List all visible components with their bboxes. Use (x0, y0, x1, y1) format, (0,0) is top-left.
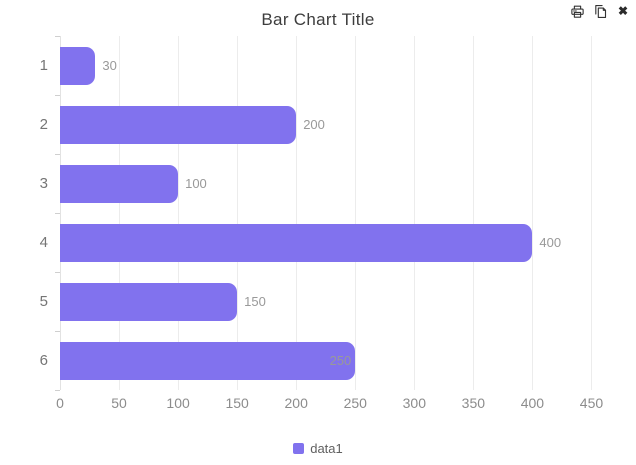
chart-toolbar: ✖ (569, 3, 631, 19)
x-axis-tick-label: 400 (520, 395, 545, 411)
gridline (591, 36, 593, 390)
y-axis-category-label: 2 (39, 115, 48, 133)
gridline (237, 36, 239, 390)
gridline (532, 36, 534, 390)
close-icon: ✖ (617, 4, 629, 18)
bar-4[interactable] (60, 223, 533, 262)
gridline (414, 36, 416, 390)
gridline (355, 36, 357, 390)
legend-item-label: data1 (310, 441, 343, 456)
bar-value-label: 250 (329, 352, 352, 368)
y-axis-category-label: 5 (39, 292, 48, 310)
bar-value-label: 150 (244, 293, 266, 309)
bar-value-label: 100 (185, 175, 207, 191)
gridline (296, 36, 298, 390)
bar-value-label: 200 (303, 116, 325, 132)
x-axis-tick-label: 50 (111, 395, 127, 411)
x-axis-tick-label: 300 (402, 395, 426, 411)
x-axis-tick-label: 250 (343, 395, 367, 411)
legend-item-data1[interactable]: data1 (293, 441, 343, 456)
bar-1[interactable] (60, 46, 96, 85)
y-axis-tick (55, 390, 60, 391)
bar-value-label: 30 (102, 57, 117, 73)
gridline (473, 36, 475, 390)
copy-icon (593, 4, 608, 19)
x-axis-tick-label: 450 (579, 395, 604, 411)
x-axis-tick-label: 200 (284, 395, 308, 411)
y-axis-tick (55, 95, 60, 96)
y-axis-tick (55, 154, 60, 155)
y-axis-tick (55, 272, 60, 273)
gridline (178, 36, 180, 390)
print-icon (570, 4, 585, 19)
bar-3[interactable] (60, 164, 179, 203)
x-axis-tick-label: 0 (56, 395, 64, 411)
bar-5[interactable] (60, 282, 238, 321)
y-axis-tick (55, 213, 60, 214)
chart-title: Bar Chart Title (261, 10, 375, 29)
y-axis-category-label: 4 (39, 233, 48, 251)
x-axis-tick-label: 100 (166, 395, 190, 411)
bar-value-label: 400 (539, 234, 562, 250)
legend: data1 (0, 441, 636, 456)
print-button[interactable] (569, 3, 585, 19)
copy-button[interactable] (592, 3, 608, 19)
bar-2[interactable] (60, 105, 297, 144)
close-button[interactable]: ✖ (615, 3, 631, 19)
gridline (119, 36, 121, 390)
y-axis-tick (55, 331, 60, 332)
bar-6[interactable] (60, 341, 356, 380)
y-axis-tick (55, 36, 60, 37)
y-axis-line (60, 36, 61, 390)
legend-swatch (293, 443, 305, 454)
y-axis-category-label: 1 (39, 56, 48, 74)
x-axis-tick-label: 150 (225, 395, 249, 411)
y-axis-category-label: 3 (39, 174, 48, 192)
y-axis-category-label: 6 (39, 351, 48, 369)
x-axis-tick-label: 350 (461, 395, 486, 411)
